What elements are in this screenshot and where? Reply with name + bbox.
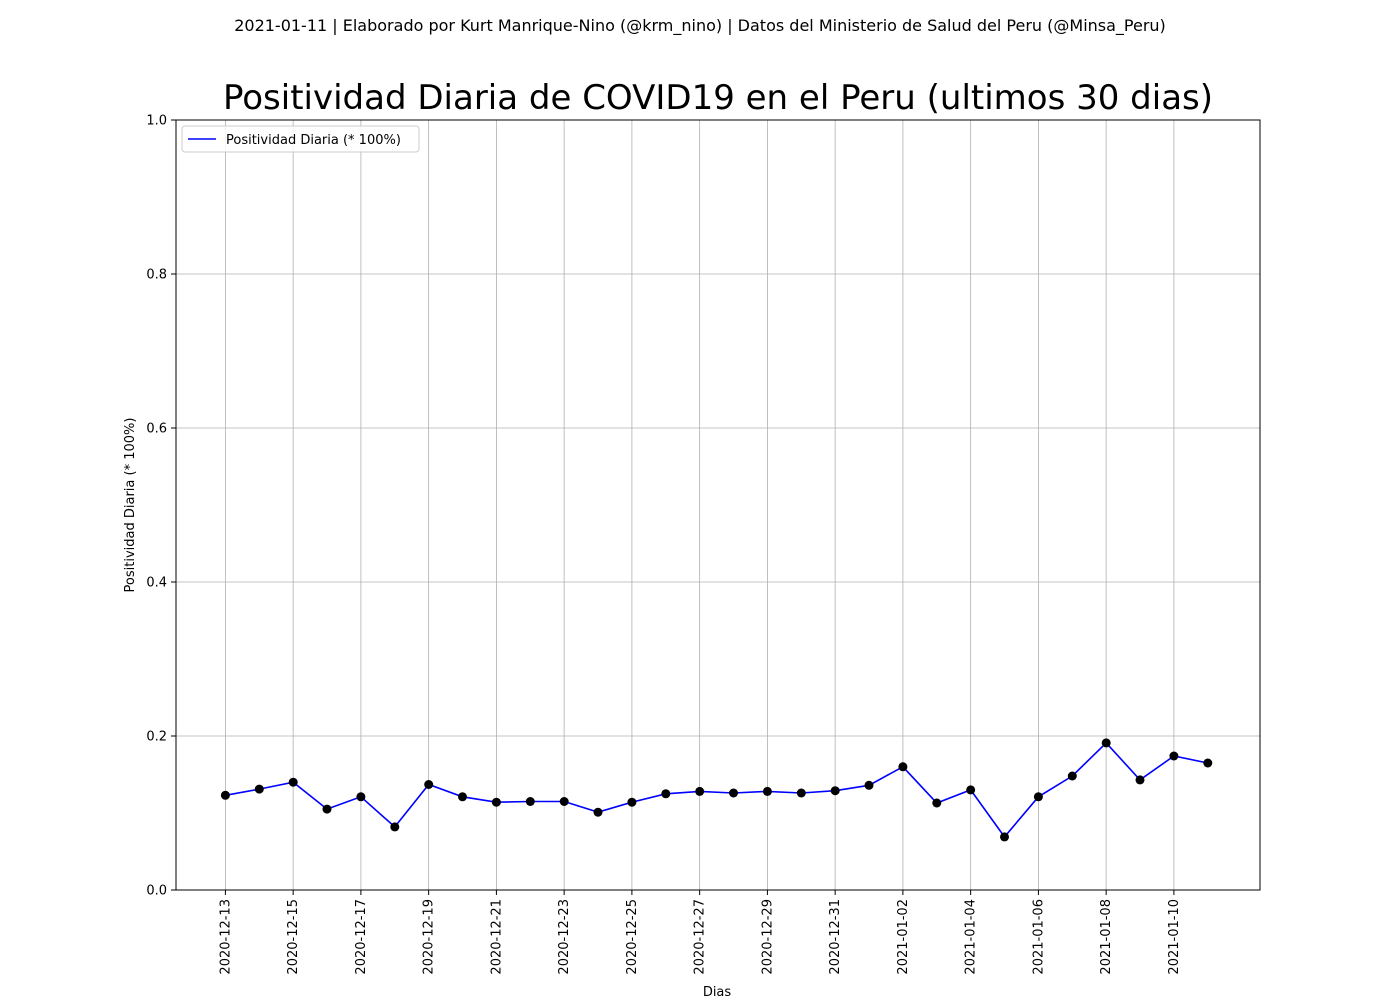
- data-point: [966, 785, 976, 795]
- x-tick-label: 2020-12-15: [286, 899, 301, 975]
- data-point: [424, 780, 434, 789]
- data-point: [322, 804, 332, 814]
- series-layer: [220, 738, 1213, 842]
- series-line: [225, 741, 1208, 839]
- legend: Positividad Diaria (* 100%): [181, 125, 420, 153]
- data-point: [1067, 771, 1077, 781]
- figure-suptitle: 2021-01-11 | Elaborado por Kurt Manrique…: [234, 16, 1166, 35]
- data-point: [796, 788, 806, 798]
- x-tick-label: 2020-12-19: [422, 899, 437, 975]
- data-point: [864, 780, 874, 790]
- data-point: [288, 777, 298, 787]
- x-tick-label: 2020-12-27: [693, 899, 708, 975]
- data-point: [627, 797, 637, 807]
- y-tick-label: 1.0: [146, 114, 167, 129]
- data-point: [525, 797, 535, 806]
- y-axis-ticks: 0.0 0.2 0.4 0.6 0.8 1.0: [146, 114, 176, 899]
- data-point: [458, 792, 467, 802]
- data-point: [1101, 738, 1111, 748]
- plot-frame: [175, 119, 1261, 891]
- data-point: [491, 797, 501, 807]
- data-point: [559, 797, 569, 806]
- data-point: [254, 784, 264, 794]
- y-tick-label: 0.2: [146, 730, 167, 745]
- data-point: [1169, 751, 1179, 761]
- x-axis-label: Dias: [703, 985, 732, 1000]
- data-point: [661, 789, 671, 799]
- chart-title: Positividad Diaria de COVID19 en el Peru…: [222, 78, 1214, 118]
- x-tick-label: 2020-12-31: [828, 899, 843, 975]
- data-point: [729, 788, 738, 798]
- x-tick-label: 2021-01-02: [896, 899, 911, 975]
- x-tick-label: 2020-12-21: [489, 899, 504, 975]
- legend-box: [181, 125, 420, 153]
- y-tick-label: 0.0: [146, 884, 167, 899]
- y-tick-label: 0.4: [146, 576, 167, 591]
- x-axis-ticks: 2020-12-13 2020-12-15 2020-12-17 2020-12-19…: [218, 890, 1182, 975]
- data-point: [830, 786, 840, 796]
- data-point: [1135, 775, 1145, 785]
- x-tick-label: 2021-01-10: [1167, 899, 1182, 975]
- y-axis-label: Positividad Diaria (* 100%): [123, 418, 138, 593]
- data-point: [932, 798, 942, 808]
- data-point: [1000, 832, 1009, 842]
- data-point: [220, 790, 230, 800]
- data-point: [593, 807, 603, 817]
- data-point: [390, 822, 400, 832]
- grid-lines: [176, 119, 1260, 891]
- x-tick-label: 2020-12-23: [557, 899, 572, 975]
- x-tick-label: 2020-12-29: [760, 899, 775, 975]
- x-tick-label: 2021-01-06: [1031, 899, 1046, 975]
- data-point: [1203, 758, 1213, 768]
- x-tick-label: 2020-12-13: [218, 899, 233, 975]
- data-point: [762, 786, 772, 796]
- data-point: [356, 792, 366, 802]
- x-tick-label: 2021-01-08: [1099, 899, 1114, 975]
- y-tick-label: 0.8: [146, 268, 167, 283]
- data-point: [695, 786, 705, 796]
- x-tick-label: 2021-01-04: [964, 899, 979, 975]
- data-point: [898, 762, 908, 772]
- data-point: [1033, 792, 1043, 802]
- x-tick-label: 2020-12-25: [625, 899, 640, 975]
- x-tick-label: 2020-12-17: [354, 899, 369, 975]
- y-tick-label: 0.6: [146, 422, 167, 437]
- legend-label: Positividad Diaria (* 100%): [226, 133, 401, 148]
